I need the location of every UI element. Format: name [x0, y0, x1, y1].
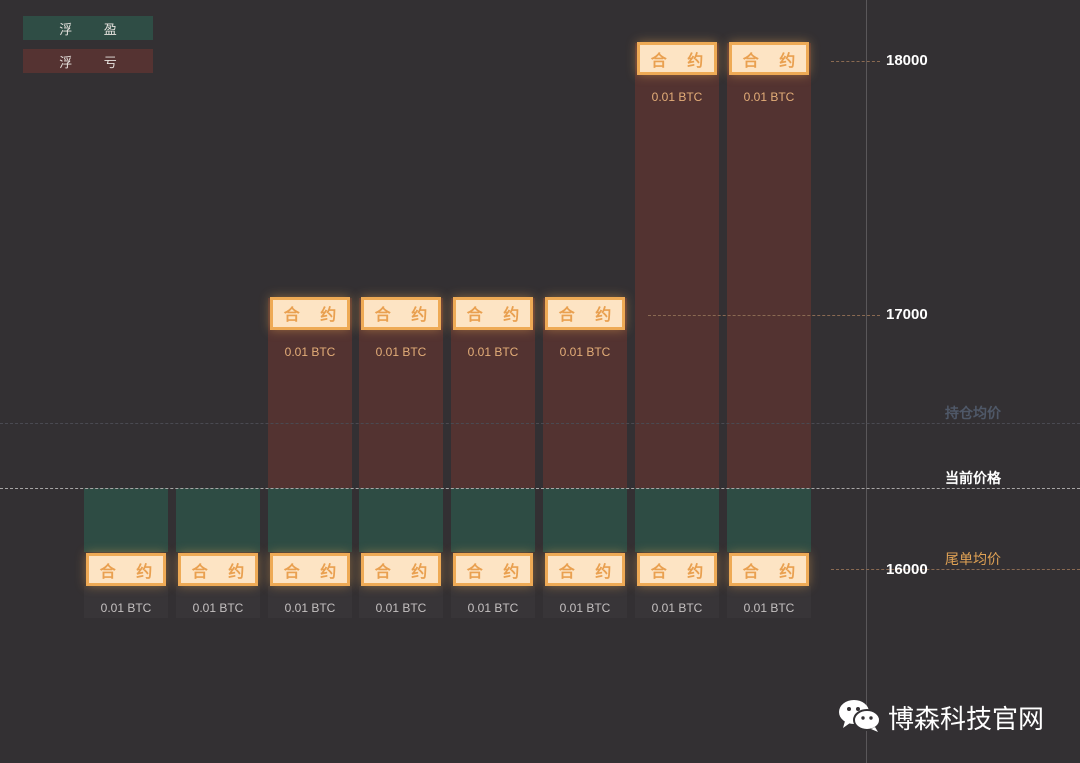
contract-size-bottom: 0.01 BTC	[192, 601, 244, 615]
contract-size-top: 0.01 BTC	[284, 344, 336, 359]
tick-label-18000: 18000	[886, 52, 928, 69]
watermark-text: 博森科技官网	[888, 703, 1045, 734]
current-price-label: 当前价格	[945, 470, 1001, 486]
contract-size-bottom: 0.01 BTC	[100, 601, 152, 615]
floating-loss-block	[635, 43, 719, 488]
contract-box-top: 合 约	[729, 42, 809, 75]
price-axis-line	[866, 0, 867, 763]
contract-size-strip	[84, 586, 168, 618]
contract-size-top: 0.01 BTC	[467, 344, 519, 359]
contract-box-top: 合 约	[453, 296, 533, 330]
floating-profit-block	[543, 488, 627, 552]
position-average-label: 持仓均价	[945, 405, 1001, 421]
contract-box-bottom: 合 约	[86, 553, 166, 586]
contract-size-top: 0.01 BTC	[375, 344, 427, 359]
contract-size-strip	[543, 586, 627, 618]
tick-line-18000	[831, 61, 880, 62]
floating-profit-block	[635, 488, 719, 552]
contract-size-strip	[359, 586, 443, 618]
contract-box-top: 合 约	[270, 296, 350, 330]
watermark: 博森科技官网	[838, 698, 1044, 739]
contract-size-bottom: 0.01 BTC	[743, 601, 795, 615]
legend-loss: 浮 亏	[23, 49, 153, 73]
contract-size-strip	[451, 586, 535, 618]
contract-size-strip	[176, 586, 260, 618]
tick-label-16000: 16000	[886, 561, 928, 578]
contract-size-strip	[727, 586, 811, 618]
contract-size-top: 0.01 BTC	[743, 90, 795, 104]
floating-profit-block	[268, 488, 352, 552]
tail-average-label: 尾单均价	[945, 551, 1001, 567]
contract-box-bottom: 合 约	[361, 553, 441, 586]
tail-average-line	[831, 569, 1080, 570]
contract-size-top: 0.01 BTC	[651, 90, 703, 104]
contract-size-bottom: 0.01 BTC	[651, 601, 703, 615]
floating-profit-block	[727, 488, 811, 552]
legend-profit: 浮 盈	[23, 16, 153, 40]
contract-size-strip	[268, 586, 352, 618]
current-price-line	[0, 488, 1080, 489]
contract-box-bottom: 合 约	[270, 553, 350, 586]
floating-loss-block	[727, 43, 811, 488]
tick-line-17000	[648, 315, 880, 316]
contract-size-bottom: 0.01 BTC	[467, 601, 519, 615]
floating-profit-block	[359, 488, 443, 552]
contract-size-bottom: 0.01 BTC	[284, 601, 336, 615]
contract-box-top: 合 约	[545, 296, 625, 330]
contract-size-top: 0.01 BTC	[559, 344, 611, 359]
contract-box-bottom: 合 约	[545, 553, 625, 586]
contract-size-bottom: 0.01 BTC	[375, 601, 427, 615]
contract-box-bottom: 合 约	[178, 553, 258, 586]
floating-profit-block	[451, 488, 535, 552]
contract-box-top: 合 约	[361, 296, 441, 330]
tick-label-17000: 17000	[886, 306, 928, 323]
floating-profit-block	[84, 488, 168, 552]
contract-box-bottom: 合 约	[729, 553, 809, 586]
contract-box-bottom: 合 约	[453, 553, 533, 586]
contract-box-top: 合 约	[637, 42, 717, 75]
wechat-icon	[838, 698, 882, 739]
floating-profit-block	[176, 488, 260, 552]
contract-size-bottom: 0.01 BTC	[559, 601, 611, 615]
contract-box-bottom: 合 约	[637, 553, 717, 586]
contract-size-strip	[635, 586, 719, 618]
position-average-line	[0, 423, 1080, 424]
